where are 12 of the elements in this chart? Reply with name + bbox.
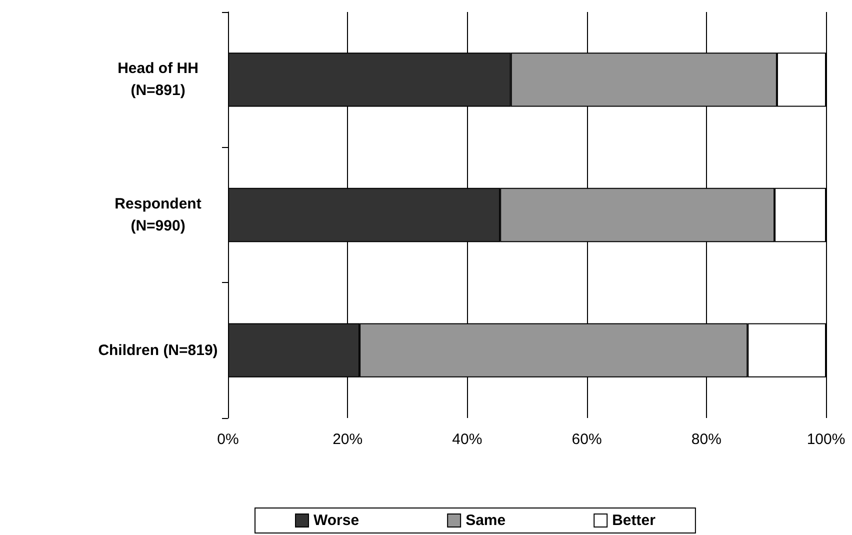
x-tick-label: 20% [332,431,363,448]
legend-label: Better [612,512,656,529]
x-tick-label: 60% [572,431,602,448]
y-tick-label: Children (N=819) [98,342,218,359]
y-tick-label: Head of HH (N=891) [118,60,198,100]
x-tick-label: 40% [452,431,482,448]
x-tick-label: 0% [217,431,239,448]
legend-label: Worse [314,512,360,529]
x-tick-label: 80% [691,431,722,448]
x-tick-label: 100% [806,431,846,448]
y-tick-label: Respondent (N=990) [114,196,202,234]
legend-label: Same [466,512,506,529]
